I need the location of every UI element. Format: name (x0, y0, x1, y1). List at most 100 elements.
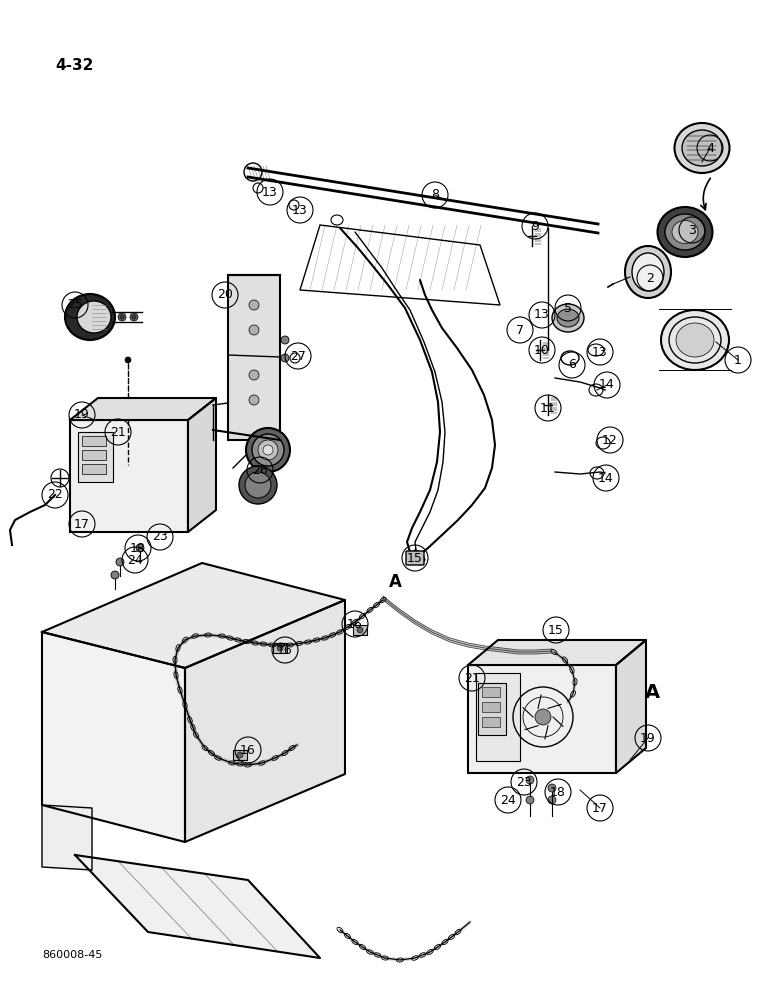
Text: 16: 16 (240, 744, 256, 756)
Text: 27: 27 (290, 350, 306, 362)
Circle shape (237, 752, 243, 758)
Circle shape (526, 776, 534, 784)
Bar (482, 717, 500, 727)
Circle shape (548, 784, 556, 792)
Text: 16: 16 (347, 617, 363, 631)
Text: 5: 5 (564, 302, 572, 314)
Circle shape (249, 300, 259, 310)
Bar (482, 687, 500, 697)
Ellipse shape (665, 214, 705, 250)
Bar (82, 436, 106, 446)
Text: 2: 2 (646, 271, 654, 284)
Text: 24: 24 (500, 794, 516, 806)
Polygon shape (468, 640, 646, 665)
Ellipse shape (682, 130, 722, 166)
Text: 17: 17 (592, 802, 608, 814)
Circle shape (249, 395, 259, 405)
Ellipse shape (263, 445, 273, 455)
Bar (273, 643, 287, 653)
Text: 13: 13 (292, 204, 308, 217)
Text: 23: 23 (152, 530, 168, 544)
Text: 16: 16 (277, 644, 293, 656)
Circle shape (357, 627, 363, 633)
Bar (482, 702, 500, 712)
Circle shape (116, 558, 124, 566)
Text: 8: 8 (431, 188, 439, 202)
Circle shape (535, 709, 551, 725)
Text: 15: 15 (407, 552, 423, 564)
Ellipse shape (77, 301, 111, 333)
Ellipse shape (252, 434, 284, 466)
Ellipse shape (672, 221, 698, 243)
Polygon shape (70, 398, 216, 420)
Circle shape (249, 370, 259, 380)
Text: 3: 3 (688, 224, 696, 236)
Circle shape (132, 315, 136, 319)
Text: 21: 21 (110, 426, 126, 438)
Text: 26: 26 (252, 464, 268, 477)
Bar (228, 275, 280, 440)
Bar (468, 665, 616, 773)
Text: 19: 19 (640, 732, 656, 744)
Circle shape (125, 357, 131, 363)
Bar (233, 750, 247, 760)
Ellipse shape (632, 253, 664, 291)
Text: 17: 17 (74, 518, 90, 530)
Text: 13: 13 (592, 346, 608, 359)
Polygon shape (42, 632, 185, 842)
Polygon shape (188, 398, 216, 532)
Polygon shape (616, 640, 646, 773)
Ellipse shape (552, 304, 584, 332)
Polygon shape (75, 855, 320, 958)
Ellipse shape (245, 472, 271, 498)
Text: 860008-45: 860008-45 (42, 950, 103, 960)
Polygon shape (185, 600, 345, 842)
FancyBboxPatch shape (406, 551, 424, 565)
Text: 23: 23 (516, 776, 532, 788)
Ellipse shape (258, 440, 278, 460)
Ellipse shape (65, 294, 115, 340)
Text: 18: 18 (550, 786, 566, 798)
Text: 19: 19 (74, 408, 90, 422)
Text: 20: 20 (217, 288, 233, 302)
Text: 9: 9 (531, 220, 539, 232)
Polygon shape (42, 563, 345, 668)
Circle shape (120, 315, 124, 319)
Text: A: A (645, 682, 659, 702)
Circle shape (130, 313, 138, 321)
Ellipse shape (675, 123, 730, 173)
Circle shape (281, 336, 289, 344)
Text: 11: 11 (540, 401, 556, 414)
Circle shape (249, 325, 259, 335)
Circle shape (136, 544, 144, 552)
Text: 24: 24 (127, 554, 143, 566)
Text: 12: 12 (602, 434, 618, 446)
Circle shape (281, 354, 289, 362)
Ellipse shape (661, 310, 729, 370)
Bar (353, 625, 367, 635)
Circle shape (548, 796, 556, 804)
Text: 7: 7 (516, 324, 524, 336)
Text: 6: 6 (568, 359, 576, 371)
Circle shape (111, 571, 119, 579)
Text: 22: 22 (47, 488, 63, 502)
Text: 14: 14 (599, 378, 615, 391)
Text: 18: 18 (130, 542, 146, 554)
Bar (82, 450, 106, 460)
Text: 10: 10 (534, 344, 550, 357)
Text: 1: 1 (734, 354, 742, 366)
Circle shape (277, 645, 283, 651)
Ellipse shape (676, 323, 714, 357)
Text: 15: 15 (548, 624, 564, 637)
Ellipse shape (557, 309, 579, 327)
Circle shape (526, 796, 534, 804)
Text: 4-32: 4-32 (55, 58, 93, 73)
Text: 13: 13 (262, 186, 278, 198)
Text: 13: 13 (534, 308, 550, 322)
Bar (82, 464, 106, 474)
Ellipse shape (658, 207, 713, 257)
Text: 25: 25 (67, 298, 83, 312)
Bar (78, 432, 113, 482)
Bar (478, 683, 506, 735)
Text: A: A (388, 573, 401, 591)
